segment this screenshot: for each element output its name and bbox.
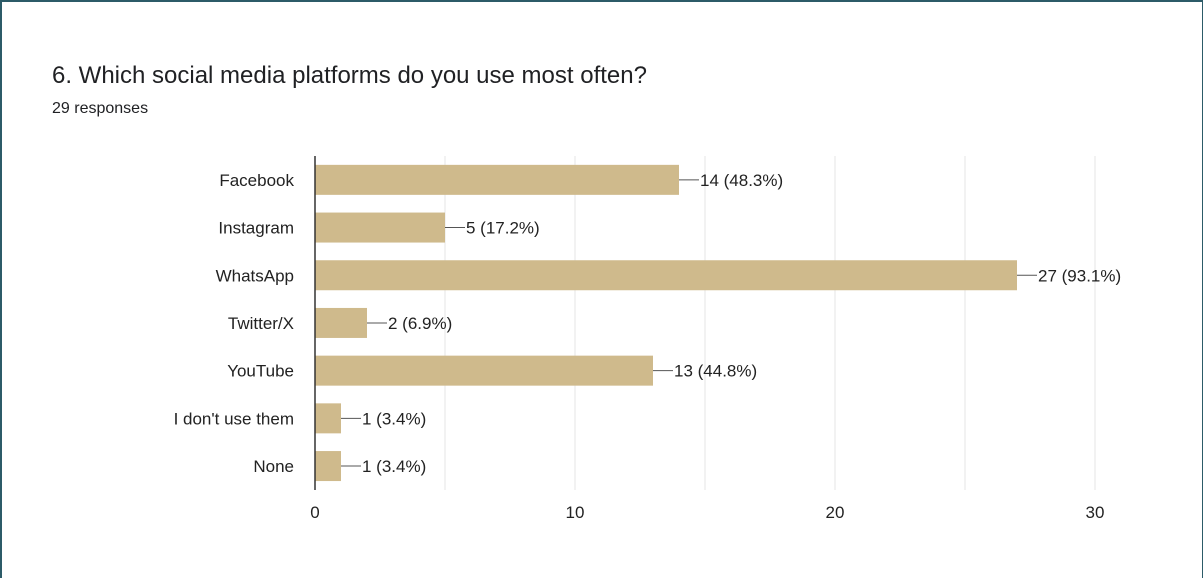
bar <box>315 307 367 338</box>
data-label: 1 (3.4%) <box>362 409 426 428</box>
bar <box>315 164 679 195</box>
bar <box>315 212 445 243</box>
x-tick-label: 30 <box>1086 503 1105 522</box>
category-label: Twitter/X <box>228 314 294 333</box>
bar <box>315 403 341 434</box>
x-tick-label: 0 <box>310 503 319 522</box>
bar <box>315 260 1017 291</box>
data-label: 14 (48.3%) <box>700 171 783 190</box>
x-tick-label: 20 <box>826 503 845 522</box>
data-label: 5 (17.2%) <box>466 219 540 238</box>
category-label: Instagram <box>218 219 294 238</box>
category-label: Facebook <box>219 171 294 190</box>
category-label: None <box>253 457 294 476</box>
x-tick-label: 10 <box>566 503 585 522</box>
data-label: 27 (93.1%) <box>1038 266 1121 285</box>
data-label: 2 (6.9%) <box>388 314 452 333</box>
response-count: 29 responses <box>52 100 149 117</box>
category-label: I don't use them <box>174 409 294 428</box>
category-label: YouTube <box>227 362 294 381</box>
category-label: WhatsApp <box>216 266 294 285</box>
data-label: 1 (3.4%) <box>362 457 426 476</box>
data-label: 13 (44.8%) <box>674 362 757 381</box>
bar <box>315 355 653 386</box>
question-title: 6. Which social media platforms do you u… <box>52 62 647 89</box>
bar <box>315 451 341 482</box>
